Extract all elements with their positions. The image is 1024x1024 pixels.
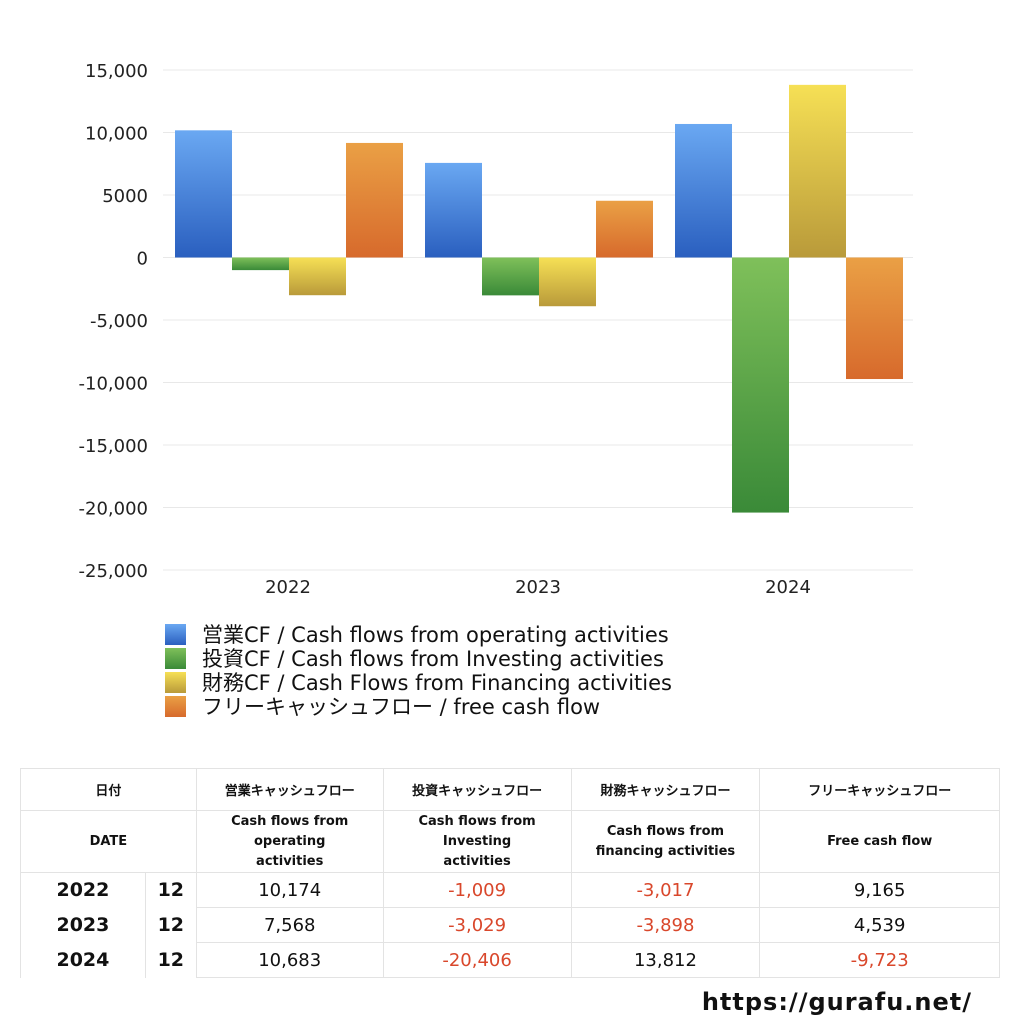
legend-label: 財務CF / Cash Flows from Financing activit… [202, 671, 672, 695]
bar-2022-series-0 [175, 130, 232, 258]
legend-swatch-operating [165, 623, 186, 645]
header-operating-jp: 営業キャッシュフロー [195, 768, 384, 811]
legend-item: 財務CF / Cash Flows from Financing activit… [165, 670, 672, 695]
bar-2023-series-0 [425, 162, 482, 258]
y-tick-label: -5,000 [90, 311, 148, 332]
value-cell: 10,683 [195, 942, 384, 978]
value-cell: -9,723 [759, 942, 1000, 978]
bar-2023-series-3 [596, 200, 653, 258]
value-cell: 4,539 [759, 907, 1000, 943]
header-free-en: Free cash flow [759, 810, 1000, 873]
header-investing-jp: 投資キャッシュフロー [382, 768, 572, 811]
bar-2024-series-3 [846, 257, 903, 380]
legend-label: フリーキャッシュフロー / free cash flow [202, 695, 601, 719]
header-text: Cash flows from operating activities [231, 813, 349, 869]
header-date-en: DATE [20, 810, 197, 873]
value-cell: 9,165 [759, 872, 1000, 908]
table-row: 2022 12 10,174 -1,009 -3,017 9,165 [20, 872, 1000, 908]
y-tick-label: -20,000 [79, 499, 148, 520]
header-financing-en: Cash flows from financing activities [570, 810, 761, 873]
x-tick-label: 2023 [515, 577, 561, 598]
cashflow-table: 日付 営業キャッシュフロー 投資キャッシュフロー 財務キャッシュフロー フリーキ… [20, 768, 1000, 978]
y-tick-label: -25,000 [79, 561, 148, 582]
header-text: Cash flows from financing activities [595, 823, 736, 859]
bar-2024-series-2 [789, 84, 846, 258]
legend-item: フリーキャッシュフロー / free cash flow [165, 694, 672, 719]
value-cell: -3,029 [382, 907, 572, 943]
legend: 営業CF / Cash flows from operating activit… [165, 622, 672, 719]
legend-label: 営業CF / Cash flows from operating activit… [202, 623, 669, 647]
month-cell: 12 [144, 942, 197, 978]
header-row-en: DATE Cash flows from operating activitie… [20, 810, 1000, 873]
site-url[interactable]: https://gurafu.net/ [701, 988, 972, 1016]
table-row: 2024 12 10,683 -20,406 13,812 -9,723 [20, 942, 1000, 978]
bar-2023-series-1 [482, 257, 539, 296]
month-cell: 12 [144, 907, 197, 943]
header-text: Cash flows from Investing activities [418, 813, 536, 869]
year-cell: 2024 [20, 942, 146, 978]
legend-item: 投資CF / Cash flows from Investing activit… [165, 646, 672, 671]
bar-2022-series-1 [232, 257, 289, 271]
legend-swatch-free [165, 695, 186, 717]
y-tick-label: -15,000 [79, 436, 148, 457]
y-tick-label: 15,000 [85, 61, 148, 82]
month-cell: 12 [144, 872, 197, 908]
header-row-jp: 日付 営業キャッシュフロー 投資キャッシュフロー 財務キャッシュフロー フリーキ… [20, 768, 1000, 811]
header-investing-en: Cash flows from Investing activities [382, 810, 572, 873]
header-date-jp: 日付 [20, 768, 197, 811]
x-tick-label: 2024 [765, 577, 811, 598]
bar-2024-series-1 [732, 257, 789, 513]
bar-2022-series-3 [346, 142, 403, 258]
value-cell: -3,898 [570, 907, 761, 943]
bar-2023-series-2 [539, 257, 596, 307]
header-free-jp: フリーキャッシュフロー [759, 768, 1000, 811]
value-cell: 7,568 [195, 907, 384, 943]
year-cell: 2022 [20, 872, 146, 908]
header-operating-en: Cash flows from operating activities [195, 810, 384, 873]
x-tick-label: 2022 [265, 577, 311, 598]
header-financing-jp: 財務キャッシュフロー [570, 768, 761, 811]
value-cell: -1,009 [382, 872, 572, 908]
y-tick-label: 0 [137, 249, 148, 270]
legend-item: 営業CF / Cash flows from operating activit… [165, 622, 672, 647]
value-cell: 13,812 [570, 942, 761, 978]
bar-2024-series-0 [675, 123, 732, 258]
value-cell: -3,017 [570, 872, 761, 908]
bar-chart: 15,000 10,000 5000 0 -5,000 -10,000 -15,000 -20… [79, 61, 913, 598]
table-row: 2023 12 7,568 -3,029 -3,898 4,539 [20, 907, 1000, 943]
year-cell: 2023 [20, 907, 146, 943]
bar-2022-series-2 [289, 257, 346, 296]
y-tick-label: 5000 [102, 186, 148, 207]
y-tick-label: 10,000 [85, 124, 148, 145]
y-tick-label: -10,000 [79, 374, 148, 395]
value-cell: -20,406 [382, 942, 572, 978]
legend-swatch-financing [165, 671, 186, 693]
value-cell: 10,174 [195, 872, 384, 908]
legend-swatch-investing [165, 647, 186, 669]
legend-label: 投資CF / Cash flows from Investing activit… [202, 647, 664, 671]
